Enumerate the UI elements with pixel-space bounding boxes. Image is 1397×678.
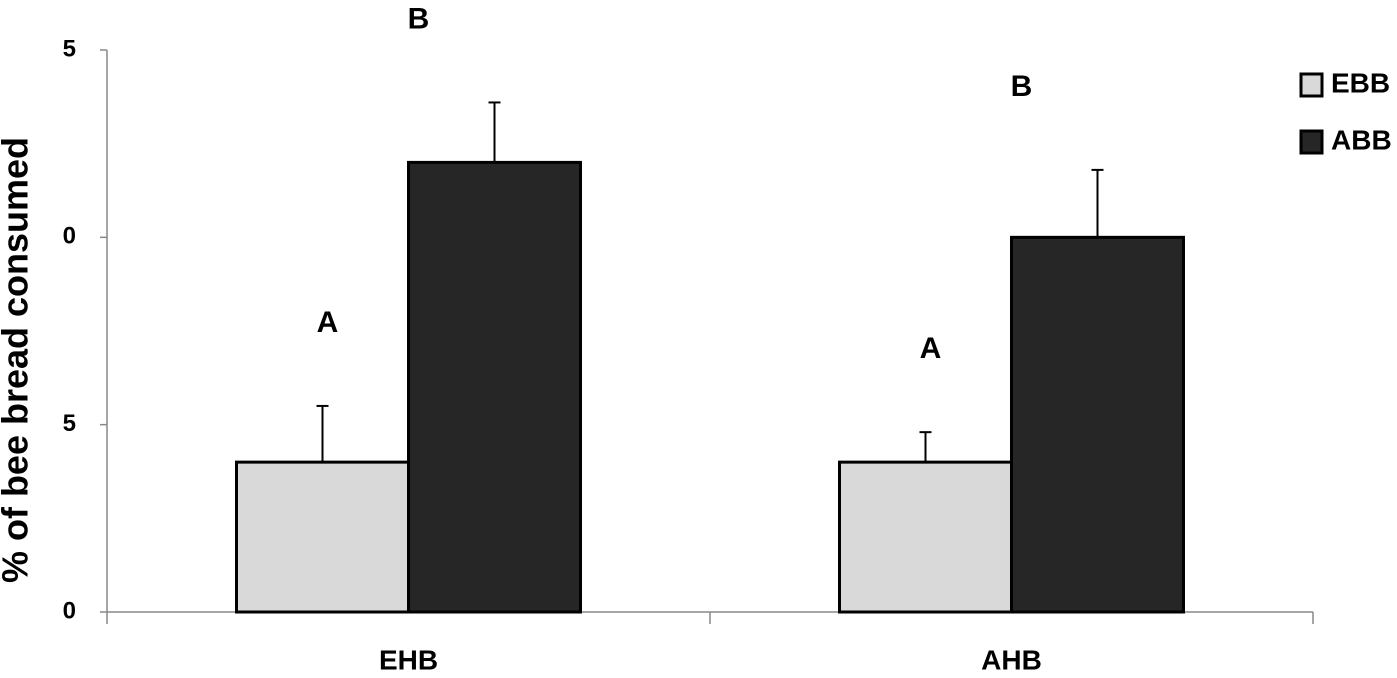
x-tick-label: EHB: [379, 644, 438, 673]
y-tick-label: 5: [63, 35, 76, 62]
annotation: A: [317, 306, 339, 339]
bar: [235, 460, 410, 614]
bar: [407, 160, 582, 614]
y-tick-label: 5: [63, 410, 76, 437]
annotation: A: [920, 332, 942, 365]
legend-swatch: [1299, 72, 1324, 98]
legend-swatch: [1299, 129, 1324, 155]
x-tick-label: AHB: [981, 644, 1042, 673]
legend-label: EBB: [1331, 67, 1390, 98]
annotation: B: [1011, 70, 1033, 103]
annotation: B: [408, 2, 430, 35]
y-axis-title: % of bee bread consumed: [0, 137, 36, 583]
y-tick-label: 0: [63, 597, 76, 624]
legend-label: ABB: [1331, 124, 1392, 155]
y-tick-label: 0: [63, 223, 76, 250]
bar: [1010, 235, 1185, 614]
bar: [838, 460, 1013, 614]
